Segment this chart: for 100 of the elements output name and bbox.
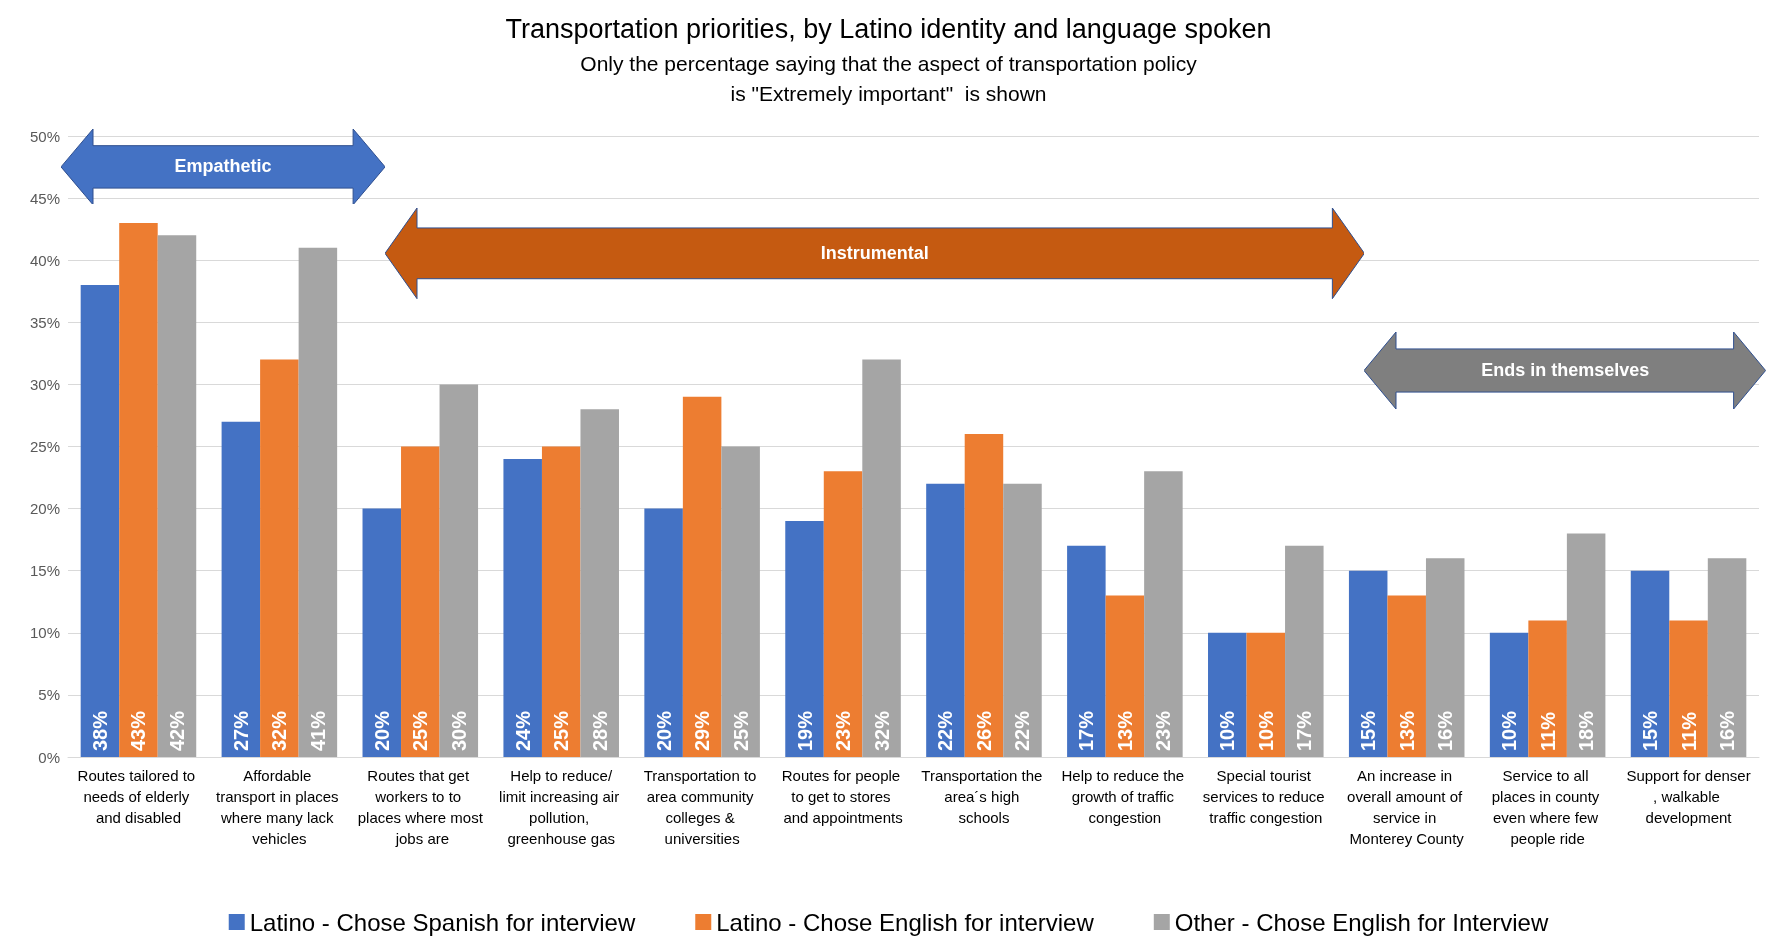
bar bbox=[1003, 483, 1042, 757]
data-label: 18% bbox=[1575, 710, 1598, 751]
bar bbox=[1489, 632, 1529, 757]
bar bbox=[439, 384, 479, 757]
x-tick-label: Transportation the area´s high schools bbox=[921, 767, 1047, 826]
bar bbox=[1669, 620, 1708, 757]
data-label: 11% bbox=[1536, 711, 1559, 751]
y-tick-label: 15% bbox=[29, 562, 60, 580]
bar bbox=[823, 471, 863, 757]
y-tick-label: 35% bbox=[29, 313, 60, 331]
y-tick-label: 5% bbox=[38, 686, 60, 704]
data-label: 13% bbox=[1113, 710, 1136, 751]
data-label: 41% bbox=[306, 710, 329, 751]
x-tick-label: Affordable transport in places where many lack vehicles bbox=[216, 767, 343, 847]
data-label: 13% bbox=[1395, 710, 1418, 751]
data-label: 16% bbox=[1434, 710, 1457, 751]
bar bbox=[260, 359, 299, 757]
bar bbox=[362, 508, 402, 757]
legend-label: Latino - Chose Spanish for interview bbox=[249, 908, 636, 936]
y-tick-label: 10% bbox=[29, 624, 60, 642]
data-label: 22% bbox=[1011, 710, 1034, 751]
bar bbox=[1246, 632, 1286, 757]
legend-label: Other - Chose English for Interview bbox=[1174, 908, 1549, 936]
bar bbox=[682, 396, 722, 757]
y-tick-label: 25% bbox=[29, 438, 60, 455]
data-label: 25% bbox=[729, 710, 752, 751]
data-label: 15% bbox=[1639, 710, 1662, 751]
data-label: 20% bbox=[652, 710, 675, 751]
data-label: 29% bbox=[691, 710, 714, 751]
bar bbox=[1105, 595, 1145, 757]
data-label: 28% bbox=[588, 710, 611, 751]
data-label: 32% bbox=[268, 710, 291, 751]
bar bbox=[1208, 632, 1247, 757]
x-tick-label: Transportation to area community colleges & universities bbox=[643, 767, 761, 847]
data-label: 42% bbox=[165, 710, 188, 751]
y-tick-label: 30% bbox=[29, 375, 60, 393]
bar bbox=[1387, 595, 1426, 757]
bar bbox=[1425, 558, 1465, 757]
data-label: 17% bbox=[1075, 710, 1098, 751]
x-tick-label: An increase in overall amount of service in Monterey County bbox=[1347, 767, 1467, 847]
x-tick-label: Special tourist services to reduce traffic congestion bbox=[1202, 767, 1329, 826]
data-label: 43% bbox=[127, 710, 150, 751]
bar bbox=[1348, 570, 1388, 757]
bar bbox=[80, 285, 120, 757]
bar bbox=[541, 446, 581, 757]
bar bbox=[926, 483, 965, 757]
bar bbox=[503, 458, 542, 757]
x-tick-label: Service to all places in county even where few people ride bbox=[1491, 767, 1604, 847]
x-tick-label: Support for denser, walkable development bbox=[1626, 767, 1751, 826]
data-label: 10% bbox=[1216, 710, 1239, 751]
data-label: 26% bbox=[972, 710, 995, 751]
data-label: 23% bbox=[832, 710, 855, 751]
data-label: 15% bbox=[1357, 710, 1380, 751]
bar bbox=[644, 508, 683, 757]
data-label: 25% bbox=[550, 710, 573, 751]
data-label: 11% bbox=[1677, 711, 1700, 751]
y-tick-label: 20% bbox=[29, 500, 60, 518]
chart-subtitle: Only the percentage saying that the aspect of transportation policy is "Extremely important" is shown bbox=[580, 51, 1198, 105]
bar bbox=[1707, 558, 1747, 757]
data-label: 30% bbox=[447, 710, 470, 751]
data-label: 27% bbox=[229, 710, 252, 751]
legend-label: Latino - Chose English for interview bbox=[716, 908, 1095, 936]
bar bbox=[1144, 471, 1183, 757]
data-label: 24% bbox=[511, 710, 534, 751]
x-tick-label: Routes tailored to needs of elderly and disabled bbox=[77, 767, 200, 826]
data-label: 25% bbox=[409, 710, 432, 751]
x-tick-label: Help to reduce/limit increasing air pollution, greenhouse gas bbox=[499, 767, 624, 847]
bar bbox=[119, 222, 158, 757]
bar bbox=[298, 247, 338, 757]
y-tick-label: 45% bbox=[29, 189, 60, 207]
bar bbox=[401, 446, 440, 757]
bar bbox=[221, 421, 261, 757]
bar bbox=[1067, 545, 1106, 757]
data-label: 23% bbox=[1152, 710, 1175, 751]
x-tick-label: Routes for people to get to stores and appointments bbox=[781, 767, 905, 826]
bar bbox=[1285, 545, 1324, 757]
bar bbox=[580, 409, 619, 757]
bar bbox=[862, 359, 901, 757]
data-label: 19% bbox=[793, 710, 816, 751]
x-tick-label: Routes that get workers to to places where most jobs are bbox=[357, 767, 484, 847]
y-tick-label: 50% bbox=[29, 127, 60, 145]
bar bbox=[1528, 620, 1567, 757]
bar bbox=[785, 521, 824, 757]
data-label: 38% bbox=[88, 710, 111, 751]
bar bbox=[964, 434, 1004, 757]
x-tick-label: Help to reduce the growth of traffic congestion bbox=[1061, 767, 1189, 826]
chart-title: Transportation priorities, by Latino identity and language spoken bbox=[505, 13, 1272, 44]
y-tick-label: 0% bbox=[38, 748, 60, 766]
data-label: 32% bbox=[870, 710, 893, 751]
data-label: 17% bbox=[1293, 710, 1316, 751]
bar bbox=[1566, 533, 1606, 757]
bar bbox=[157, 235, 197, 757]
bar bbox=[721, 446, 760, 757]
data-label: 16% bbox=[1716, 710, 1739, 751]
data-label: 20% bbox=[370, 710, 393, 751]
data-label: 10% bbox=[1254, 710, 1277, 751]
data-label: 22% bbox=[934, 710, 957, 751]
y-tick-label: 40% bbox=[29, 251, 60, 269]
bar bbox=[1630, 570, 1670, 757]
data-label: 10% bbox=[1498, 710, 1521, 751]
